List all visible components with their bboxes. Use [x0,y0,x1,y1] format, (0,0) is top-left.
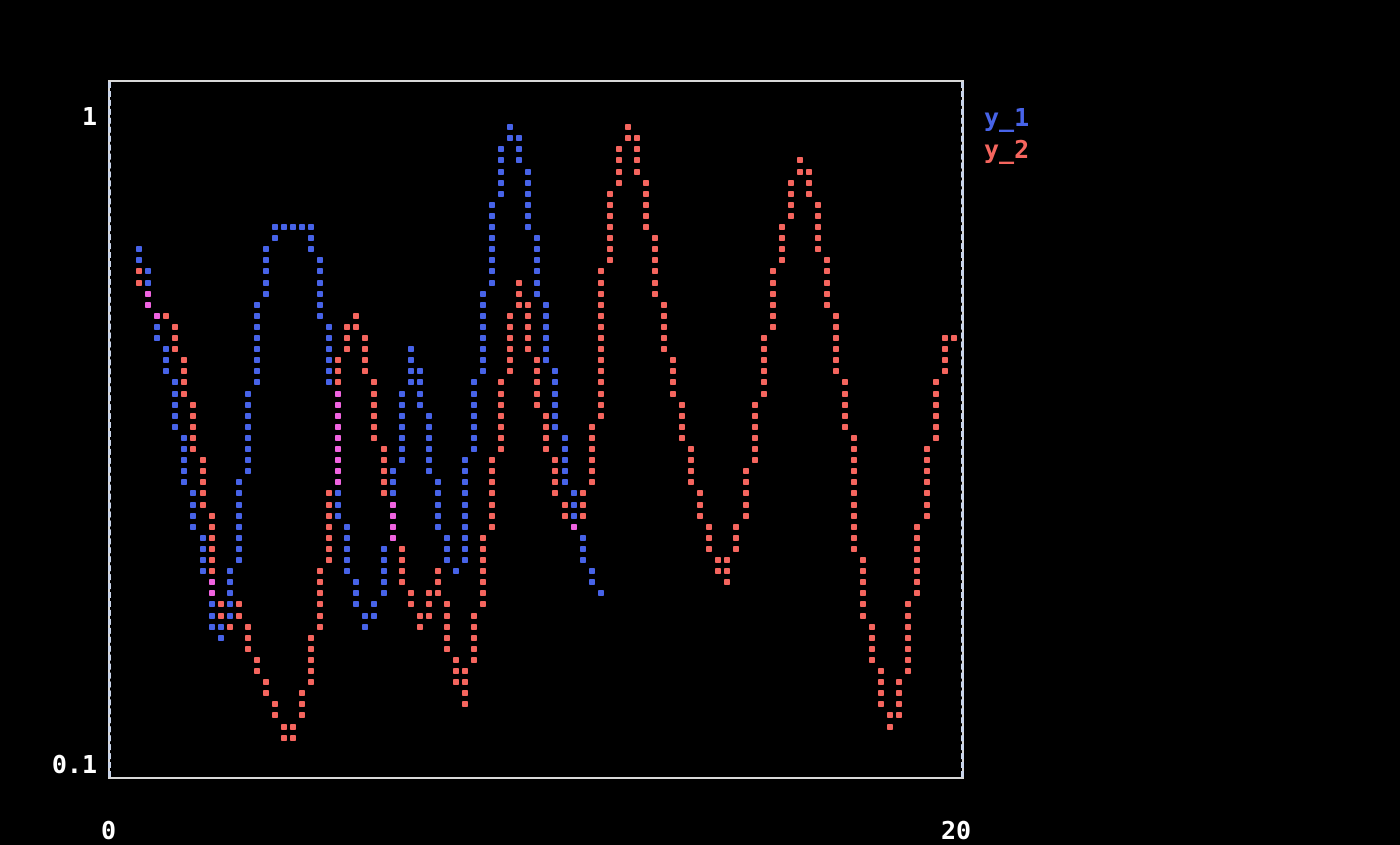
y-axis-min-label: 0.1 [51,750,97,779]
x-axis-max-label: 20 [941,816,972,845]
legend-item-y2: y_2 [984,135,1030,164]
plot-frame [108,80,964,779]
x-axis-min-label: 0 [101,816,117,845]
y-axis-line-right [961,82,964,777]
y-axis-max-label: 1 [81,102,97,131]
legend-item-y1: y_1 [984,103,1030,132]
y-axis-line-left [108,82,111,777]
